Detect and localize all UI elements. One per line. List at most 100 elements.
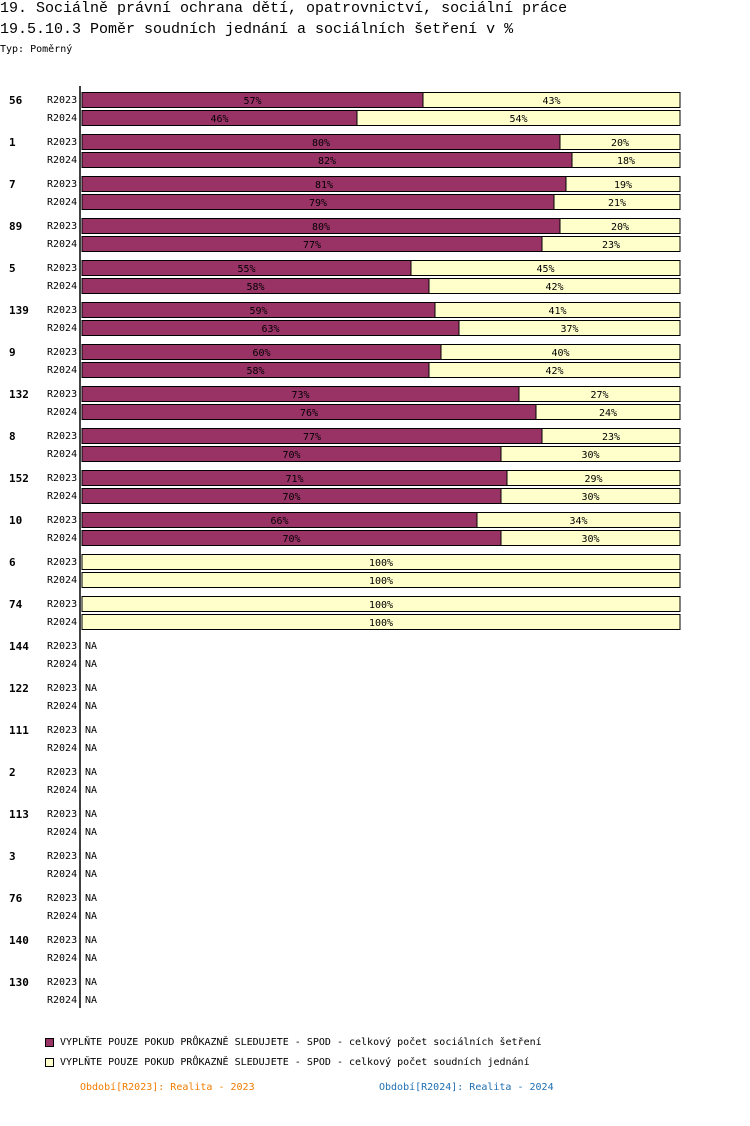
na-label: NA (85, 911, 97, 922)
bar-value-label: 45% (536, 264, 554, 275)
bar-value-label: 21% (608, 198, 626, 209)
bar-segment-series2 (535, 404, 681, 420)
period-label: R2023 (47, 137, 77, 148)
period-label: R2024 (47, 575, 77, 586)
bar-value-label: 43% (542, 96, 560, 107)
bar-value-label: 58% (246, 366, 264, 377)
na-label: NA (85, 827, 97, 838)
legend-swatch-series2 (45, 1058, 54, 1067)
bar-value-label: 30% (581, 492, 599, 503)
bar-value-label: 29% (584, 474, 602, 485)
bar-segment-series2 (440, 344, 681, 360)
period-label: R2024 (47, 617, 77, 628)
stacked-bar-chart: 56 R2023 57% 43%R2024 46% 54%1 R2023 80% 20%R202… (9, 86, 681, 1008)
period-label: R2024 (47, 365, 77, 376)
bar-value-label: 34% (569, 516, 587, 527)
bar-value-label: 20% (611, 222, 629, 233)
group-label: 139 (9, 304, 29, 317)
bar-value-label: 66% (270, 516, 288, 527)
period-label: R2023 (47, 95, 77, 106)
period-label: R2023 (47, 977, 77, 988)
bar-value-label: 23% (602, 240, 620, 251)
bar-segment-series2 (571, 152, 681, 168)
period-label: R2023 (47, 473, 77, 484)
period-label: R2024 (47, 239, 77, 250)
group-label: 122 (9, 682, 29, 695)
bar-value-label: 24% (599, 408, 617, 419)
bar-segment-series2 (541, 236, 681, 252)
na-label: NA (85, 851, 97, 862)
period-label: R2023 (47, 557, 77, 568)
bar-value-label: 27% (590, 390, 608, 401)
bar-value-label: 77% (303, 432, 321, 443)
na-label: NA (85, 995, 97, 1006)
bar-value-label: 42% (545, 366, 563, 377)
legend-item-series1: VYPLŇTE POUZE POKUD PRŮKAZNĚ SLEDUJETE -… (45, 1037, 542, 1048)
bar-value-label: 80% (312, 222, 330, 233)
period-label: R2023 (47, 179, 77, 190)
period-label: R2024 (47, 659, 77, 670)
bar-segment-series2 (410, 260, 681, 276)
group-label: 111 (9, 724, 29, 737)
na-label: NA (85, 869, 97, 880)
period-label: R2024 (47, 701, 77, 712)
bar-value-label: 30% (581, 450, 599, 461)
period-label: R2023 (47, 809, 77, 820)
group-label: 76 (9, 892, 23, 905)
bar-segment-series2 (81, 596, 681, 612)
period-label: R2024 (47, 869, 77, 880)
period-label: R2024 (47, 827, 77, 838)
group-label: 152 (9, 472, 29, 485)
bar-segment-series2 (500, 446, 681, 462)
bar-segment-series2 (422, 92, 681, 108)
bar-value-label: 19% (614, 180, 632, 191)
chart-type-label: Typ: Poměrný (0, 44, 73, 55)
bar-segment-series2 (518, 386, 681, 402)
bar-value-label: 100% (369, 576, 393, 587)
group-label: 8 (9, 430, 16, 443)
bar-value-label: 23% (602, 432, 620, 443)
period-label: R2024 (47, 491, 77, 502)
bar-segment-series2 (565, 176, 681, 192)
legend-label-series1: VYPLŇTE POUZE POKUD PRŮKAZNĚ SLEDUJETE -… (60, 1037, 542, 1048)
bar-value-label: 41% (548, 306, 566, 317)
period-label: R2023 (47, 767, 77, 778)
period-label: R2024 (47, 743, 77, 754)
period-label: R2024 (47, 449, 77, 460)
bar-segment-series2 (428, 278, 681, 294)
group-label: 56 (9, 94, 23, 107)
bar-segment-series2 (500, 530, 681, 546)
period-label: R2023 (47, 431, 77, 442)
bar-value-label: 42% (545, 282, 563, 293)
period-label: R2023 (47, 221, 77, 232)
na-label: NA (85, 683, 97, 694)
group-label: 6 (9, 556, 16, 569)
period-label: R2023 (47, 851, 77, 862)
group-label: 9 (9, 346, 16, 359)
bar-value-label: 57% (243, 96, 261, 107)
bar-segment-series2 (500, 488, 681, 504)
bar-value-label: 80% (312, 138, 330, 149)
bar-value-label: 30% (581, 534, 599, 545)
bar-value-label: 37% (560, 324, 578, 335)
bar-segment-series2 (81, 572, 681, 588)
legend-item-series2: VYPLŇTE POUZE POKUD PRŮKAZNĚ SLEDUJETE -… (45, 1057, 530, 1068)
period-label: R2023 (47, 935, 77, 946)
bar-value-label: 70% (282, 534, 300, 545)
na-label: NA (85, 659, 97, 670)
bar-value-label: 70% (282, 450, 300, 461)
period-label: R2024 (47, 533, 77, 544)
bar-segment-series2 (506, 470, 681, 486)
na-label: NA (85, 767, 97, 778)
period-label: R2024 (47, 953, 77, 964)
bar-segment-series2 (559, 134, 681, 150)
group-label: 10 (9, 514, 22, 527)
period-label: R2023 (47, 599, 77, 610)
legend-label-series2: VYPLŇTE POUZE POKUD PRŮKAZNĚ SLEDUJETE -… (60, 1057, 530, 1068)
na-label: NA (85, 893, 97, 904)
legend-swatch-series1 (45, 1038, 54, 1047)
bar-value-label: 81% (315, 180, 333, 191)
bar-segment-series2 (434, 302, 681, 318)
bar-value-label: 55% (237, 264, 255, 275)
period-label: R2023 (47, 347, 77, 358)
